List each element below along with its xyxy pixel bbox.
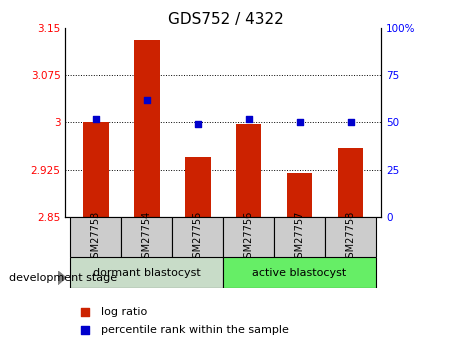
Bar [223,217,274,257]
Bar [83,122,109,217]
Bar [223,257,376,288]
Bar [172,217,223,257]
Point [194,121,202,127]
Point [401,213,409,218]
Bar [274,217,325,257]
Text: development stage: development stage [9,273,117,283]
Text: GSM27757: GSM27757 [295,210,304,264]
Bar [70,217,121,257]
Point [347,120,354,125]
Text: GSM27758: GSM27758 [345,210,355,264]
Bar [338,148,363,217]
Text: GSM27754: GSM27754 [142,210,152,264]
Text: GSM27753: GSM27753 [91,210,101,264]
Bar [134,40,160,217]
Point [296,120,303,125]
Bar [121,217,172,257]
Bar [236,124,262,217]
Point [143,97,151,102]
Bar [287,173,313,217]
Polygon shape [58,271,66,285]
Text: log ratio: log ratio [101,307,147,317]
Bar [70,257,223,288]
Point [92,116,100,121]
Text: dormant blastocyst: dormant blastocyst [93,268,201,277]
Point [401,47,409,53]
Text: percentile rank within the sample: percentile rank within the sample [101,325,289,335]
Text: active blastocyst: active blastocyst [253,268,347,277]
Text: GSM27755: GSM27755 [193,210,203,264]
Bar [325,217,376,257]
Text: GDS752 / 4322: GDS752 / 4322 [168,12,283,27]
Bar [185,157,211,217]
Text: GSM27756: GSM27756 [244,210,254,264]
Point [245,116,252,121]
